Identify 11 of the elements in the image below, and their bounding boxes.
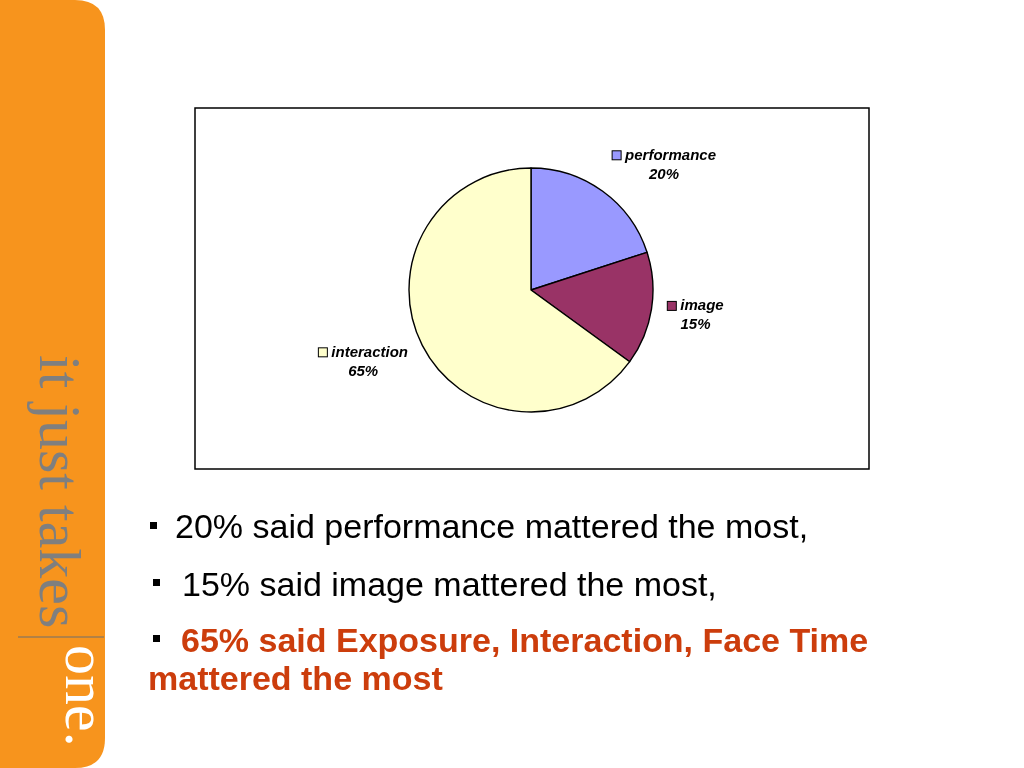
text: one. bbox=[53, 645, 119, 747]
legend-label: performance bbox=[624, 145, 716, 163]
legend-label: image bbox=[680, 296, 724, 314]
text: 20% said performance mattered the most, bbox=[175, 507, 809, 545]
data-label: 65% bbox=[348, 361, 379, 379]
data-label: 20% bbox=[648, 164, 680, 182]
data-label: 15% bbox=[680, 315, 711, 333]
text: 15% said image mattered the most, bbox=[182, 565, 717, 603]
legend-label: interaction bbox=[331, 342, 409, 360]
text: it just takes bbox=[27, 355, 93, 629]
text: 65% said Exposure, Interaction, Face Time mattered the most bbox=[148, 621, 869, 697]
